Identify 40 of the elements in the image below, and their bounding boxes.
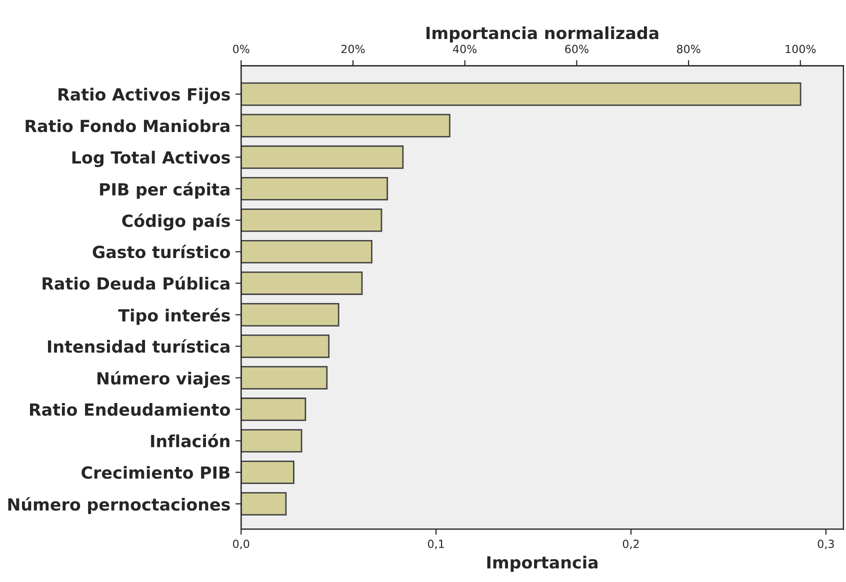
bar [241, 82, 802, 106]
bar [241, 240, 372, 264]
bar [241, 271, 363, 295]
y-tick-label: Inflación [151, 434, 230, 448]
y-tick-label: Log Total Activos [72, 150, 230, 168]
x-tick-label: 0,3 [818, 540, 834, 550]
y-tick-label: Ratio Deuda Pública [42, 276, 230, 290]
x2-tick-label: 40% [453, 44, 477, 54]
bar [241, 208, 382, 232]
bar [241, 398, 306, 422]
x2-tick-label: 60% [565, 44, 588, 54]
x2-tick-label: 100% [786, 44, 816, 54]
x-axis-title: Importancia [487, 556, 598, 572]
bar [241, 334, 330, 358]
bar [241, 366, 328, 390]
y-tick-label: Gasto turístico [92, 244, 230, 258]
x-tick-label: 0,1 [428, 540, 444, 550]
x2-tick-label: 0% [233, 44, 250, 54]
y-tick-label: Intensidad turística [48, 339, 230, 353]
x-tick-label: 0,2 [622, 540, 639, 550]
bar [241, 429, 302, 453]
bar [241, 114, 450, 138]
x-tick-label: 0,0 [233, 540, 250, 550]
bar [241, 492, 287, 516]
bar [241, 145, 404, 169]
y-tick-label: Ratio Endeudamiento [30, 402, 230, 416]
y-tick-label: Crecimiento PIB [82, 466, 230, 479]
y-tick-label: Tipo interés [118, 308, 230, 325]
bar [241, 303, 340, 326]
x2-tick-label: 80% [676, 44, 700, 54]
bar [241, 460, 294, 484]
y-tick-label: Número pernoctaciones [8, 497, 230, 514]
y-tick-label: Ratio Fondo Maniobra [26, 119, 230, 132]
x2-axis-title: Importancia normalizada [426, 26, 658, 43]
x2-tick-label: 20% [341, 44, 365, 54]
bar [241, 176, 388, 200]
y-tick-label: Número viajes [98, 371, 230, 388]
y-tick-label: Código país [122, 214, 230, 230]
y-tick-label: Ratio Activos Fijos [58, 88, 230, 104]
y-tick-label: PIB per cápita [100, 182, 230, 199]
